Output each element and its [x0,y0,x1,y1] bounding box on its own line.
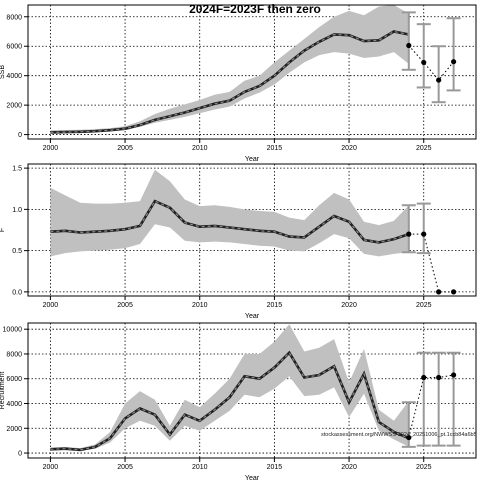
x-tick-label: 2020 [341,464,357,471]
recruitment-projection-point [451,372,457,378]
ssb-y-axis-label: SSB [0,65,6,79]
x-tick-label: 2000 [43,464,59,471]
recruitment-projection-line [408,374,454,438]
recruitment-y-axis-label: Recruitment [0,372,6,410]
f-projection-point [406,231,412,237]
y-tick-label: 8000 [6,351,22,358]
f-estimate-line-dash [50,200,409,244]
ssb-projection-point [406,42,412,49]
x-tick-label: 2015 [267,145,283,152]
x-tick-label: 2005 [117,464,133,471]
y-tick-label: 6000 [6,44,22,51]
y-tick-label: 2000 [6,103,22,110]
recruitment-projection-point [421,374,427,381]
recruitment-estimate-line-dash [50,351,410,451]
recruitment-plot-frame [27,322,477,459]
ssb-projection-line [408,45,454,81]
ssb-x-axis-label: Year [245,156,260,163]
x-tick-label: 2025 [416,302,432,309]
y-tick-label: 0.5 [12,248,22,255]
x-tick-label: 2010 [192,302,208,309]
y-tick-label: 1.5 [12,166,22,173]
y-tick-label: 2000 [6,426,22,433]
x-tick-label: 2010 [192,145,208,152]
watermark: stockassessment.org/NWWSS-2024_20251006_… [321,432,477,438]
x-tick-label: 2010 [192,464,208,471]
x-tick-label: 2020 [341,302,357,309]
x-tick-label: 2015 [267,464,283,471]
panel-ssb: 2000 2005 2010 2015 2020 2025 0 2000 4000 6000 800… [0,4,477,163]
panel-recruitment: 2000 2005 2010 2015 2020 2025 0 2000 4000 6000 800… [0,322,477,482]
x-tick-label: 2000 [43,145,59,152]
y-tick-label: 1.0 [12,207,22,214]
panel-f: 2000 2005 2010 2015 2020 2025 0.0 0.5 1.0 1.5 Year… [0,163,477,320]
y-tick-label: 6000 [6,376,22,383]
f-confidence-band [50,169,409,257]
ssb-estimate-line [50,30,410,134]
y-tick-label: 4000 [6,401,22,408]
y-tick-label: 8000 [6,14,22,21]
f-projection-point [436,289,442,295]
chart-title: 2024F=2023F then zero [189,2,321,16]
f-plot-frame [27,163,477,297]
ssb-confidence-band [50,5,409,134]
ssb-projection-point [451,59,457,65]
x-tick-label: 2020 [341,145,357,152]
y-tick-label: 0.0 [12,289,22,296]
f-y-axis-label: F [0,228,6,232]
f-x-axis-label: Year [245,313,260,320]
y-tick-label: 10000 [3,327,23,334]
x-tick-label: 2025 [416,145,432,152]
y-tick-label: 0 [18,451,22,458]
x-tick-label: 2005 [117,302,133,309]
recruitment-projection-point [436,374,442,381]
x-tick-label: 2015 [267,302,283,309]
ssb-projection-point [436,77,442,83]
y-tick-label: 0 [18,132,22,139]
x-tick-label: 2025 [416,464,432,471]
x-tick-label: 2000 [43,302,59,309]
recruitment-x-axis-label: Year [245,475,260,480]
f-projection-point [451,289,457,295]
recruitment-confidence-band [50,324,409,451]
f-projection-line [408,233,454,293]
ssb-plot-frame [27,4,477,140]
f-projection-point [421,231,427,237]
x-tick-label: 2005 [117,145,133,152]
recruitment-projection-point [406,434,412,441]
ssb-projection-point [421,59,427,66]
y-tick-label: 4000 [6,73,22,80]
